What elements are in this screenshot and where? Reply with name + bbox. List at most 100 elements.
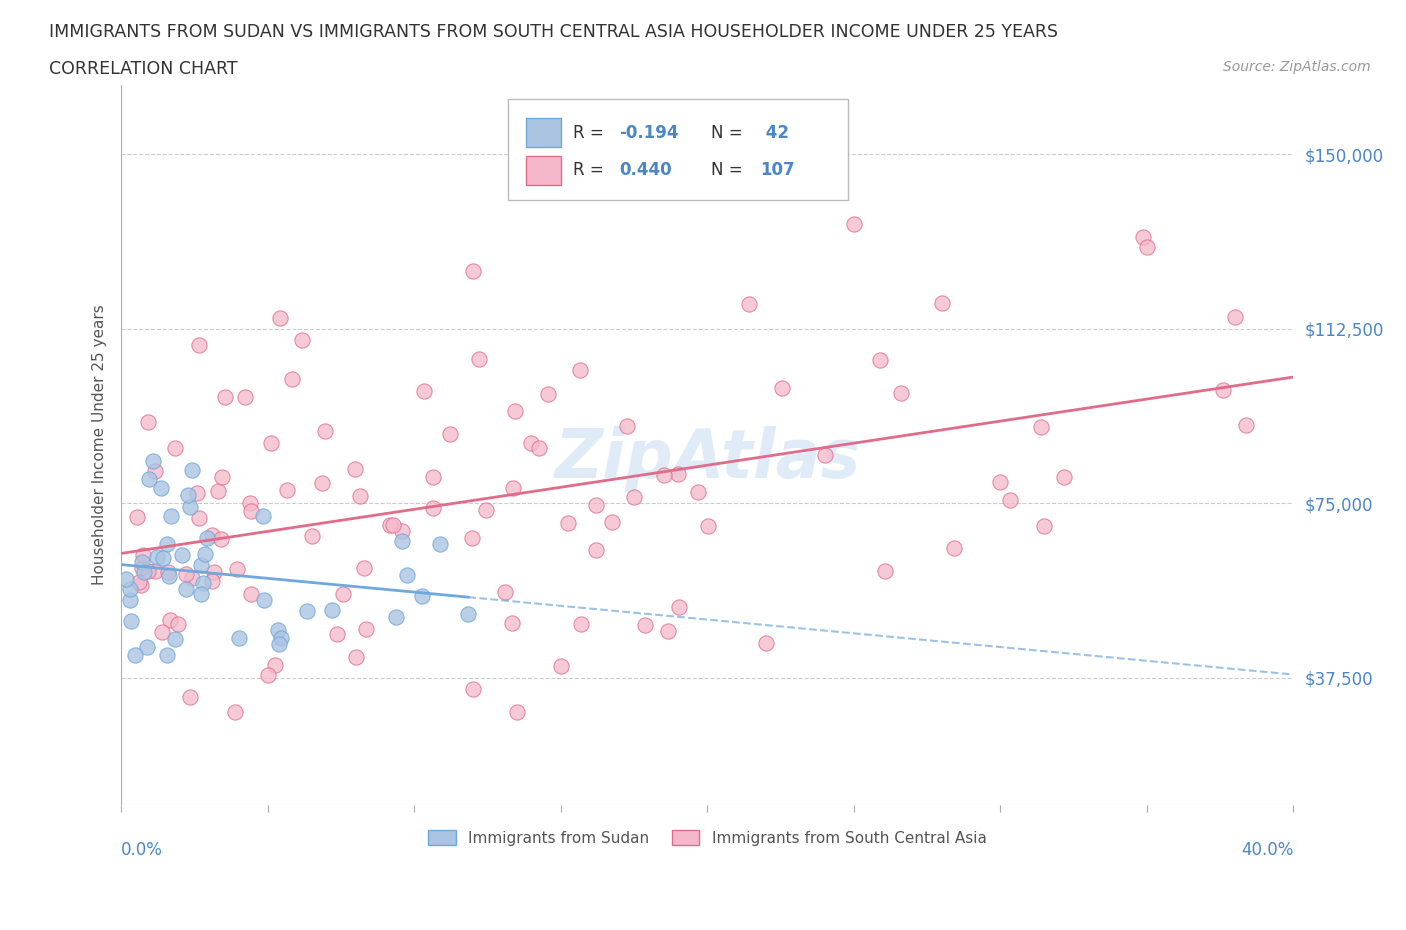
Text: CORRELATION CHART: CORRELATION CHART: [49, 60, 238, 78]
Point: [890, 386, 912, 401]
Point: [188, 338, 211, 352]
Point: [176, 566, 198, 581]
Point: [311, 475, 333, 490]
Point: [623, 489, 645, 504]
Point: [550, 658, 572, 673]
Point: [186, 485, 208, 500]
Point: [557, 515, 579, 530]
Point: [194, 546, 217, 561]
Point: [668, 467, 690, 482]
Point: [240, 587, 263, 602]
Point: [269, 311, 291, 325]
Point: [156, 537, 179, 551]
Point: [266, 622, 288, 637]
Point: [143, 463, 166, 478]
Point: [569, 617, 592, 631]
Point: [942, 540, 965, 555]
Point: [129, 578, 152, 592]
Point: [142, 454, 165, 469]
Bar: [526, 118, 561, 147]
Text: R =: R =: [572, 124, 609, 141]
Point: [755, 635, 778, 650]
Point: [301, 528, 323, 543]
Point: [159, 509, 181, 524]
Point: [506, 705, 529, 720]
Point: [1132, 230, 1154, 245]
Point: [1212, 382, 1234, 397]
Point: [1032, 519, 1054, 534]
Point: [181, 463, 204, 478]
Point: [988, 474, 1011, 489]
Point: [207, 484, 229, 498]
Point: [422, 470, 444, 485]
Point: [814, 448, 837, 463]
Point: [429, 537, 451, 551]
Y-axis label: Householder Income Under 25 years: Householder Income Under 25 years: [93, 305, 107, 586]
Point: [537, 386, 560, 401]
Point: [385, 610, 408, 625]
Point: [132, 565, 155, 579]
Point: [616, 419, 638, 434]
Point: [356, 621, 378, 636]
Point: [314, 424, 336, 439]
Point: [657, 623, 679, 638]
Point: [240, 504, 263, 519]
Point: [187, 511, 209, 525]
Point: [461, 682, 484, 697]
Point: [179, 499, 201, 514]
Text: 40.0%: 40.0%: [1241, 842, 1294, 859]
Text: 0.0%: 0.0%: [121, 842, 163, 859]
Point: [225, 561, 247, 576]
Point: [120, 592, 142, 607]
Point: [131, 555, 153, 570]
Point: [150, 481, 173, 496]
Point: [378, 518, 401, 533]
Point: [118, 582, 141, 597]
Point: [842, 217, 865, 232]
Point: [214, 390, 236, 405]
Point: [269, 636, 291, 651]
Point: [475, 503, 498, 518]
Point: [998, 493, 1021, 508]
Point: [209, 531, 232, 546]
Point: [585, 542, 607, 557]
Point: [136, 564, 159, 578]
Point: [264, 658, 287, 672]
Point: [600, 514, 623, 529]
Point: [143, 564, 166, 578]
Point: [349, 488, 371, 503]
Point: [1223, 310, 1246, 325]
Point: [1236, 418, 1258, 432]
Point: [652, 468, 675, 483]
Point: [193, 576, 215, 591]
Point: [252, 509, 274, 524]
Point: [152, 551, 174, 565]
Point: [202, 565, 225, 579]
Point: [132, 548, 155, 563]
Point: [157, 568, 180, 583]
Point: [457, 606, 479, 621]
Point: [276, 483, 298, 498]
Point: [136, 640, 159, 655]
Point: [170, 548, 193, 563]
Point: [344, 461, 367, 476]
Point: [211, 470, 233, 485]
Point: [115, 571, 138, 586]
Point: [177, 487, 200, 502]
Text: 107: 107: [761, 161, 794, 179]
Text: Source: ZipAtlas.com: Source: ZipAtlas.com: [1223, 60, 1371, 74]
Point: [138, 472, 160, 486]
Point: [668, 600, 690, 615]
Point: [166, 617, 188, 631]
Text: N =: N =: [711, 161, 748, 179]
Point: [165, 631, 187, 646]
Point: [770, 380, 793, 395]
Text: -0.194: -0.194: [620, 124, 679, 141]
Point: [224, 705, 246, 720]
Point: [190, 586, 212, 601]
Point: [439, 427, 461, 442]
Bar: [526, 156, 561, 185]
Point: [256, 668, 278, 683]
FancyBboxPatch shape: [508, 100, 848, 200]
Point: [165, 440, 187, 455]
